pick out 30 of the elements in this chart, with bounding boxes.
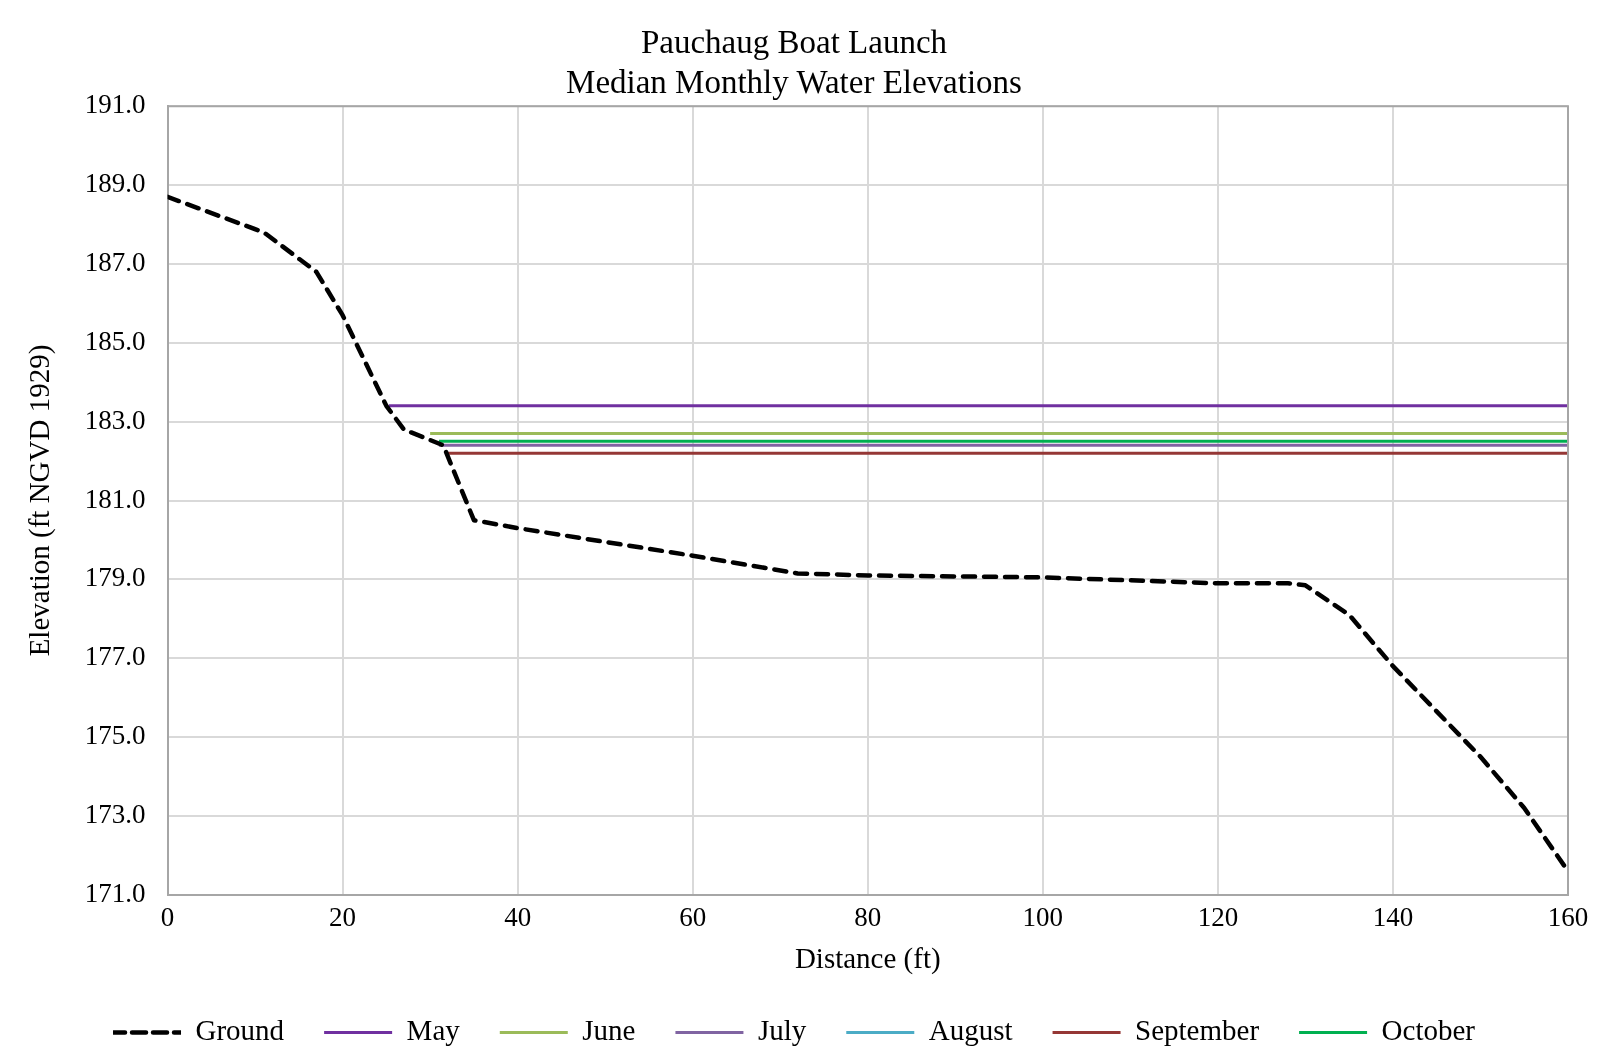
x-tick-label: 120 xyxy=(1197,902,1239,933)
y-tick-label: 187.0 xyxy=(84,247,146,278)
chart-title: Pauchaug Boat Launch Median Monthly Water Elevations xyxy=(566,24,1022,101)
y-tick-label: 173.0 xyxy=(84,799,146,830)
legend-label: October xyxy=(1381,1014,1476,1047)
x-tick-label: 40 xyxy=(504,902,532,933)
y-tick-label: 189.0 xyxy=(84,168,146,199)
y-tick-label: 171.0 xyxy=(84,877,146,908)
y-tick-label: 183.0 xyxy=(84,404,146,435)
x-tick-label: 160 xyxy=(1547,902,1589,933)
y-axis-title: Elevation (ft NGVD 1929) xyxy=(23,344,57,657)
y-tick-label: 181.0 xyxy=(84,483,146,514)
x-tick-label: 100 xyxy=(1022,902,1064,933)
legend-label: May xyxy=(406,1014,461,1047)
x-tick-label: 80 xyxy=(854,902,882,933)
y-tick-label: 175.0 xyxy=(84,720,146,751)
x-tick-label: 140 xyxy=(1372,902,1414,933)
x-tick-label: 60 xyxy=(679,902,707,933)
y-tick-label: 177.0 xyxy=(84,641,146,672)
legend-label: July xyxy=(757,1014,807,1047)
y-tick-label: 185.0 xyxy=(84,325,146,356)
legend-label: September xyxy=(1135,1014,1260,1047)
legend-label: August xyxy=(928,1014,1013,1047)
x-axis-title: Distance (ft) xyxy=(794,942,941,976)
y-tick-label: 191.0 xyxy=(84,89,146,120)
x-tick-label: 20 xyxy=(329,902,357,933)
legend-label: June xyxy=(582,1014,636,1047)
y-tick-label: 179.0 xyxy=(84,562,146,593)
legend-label: Ground xyxy=(195,1014,285,1047)
x-tick-label: 0 xyxy=(160,902,175,933)
